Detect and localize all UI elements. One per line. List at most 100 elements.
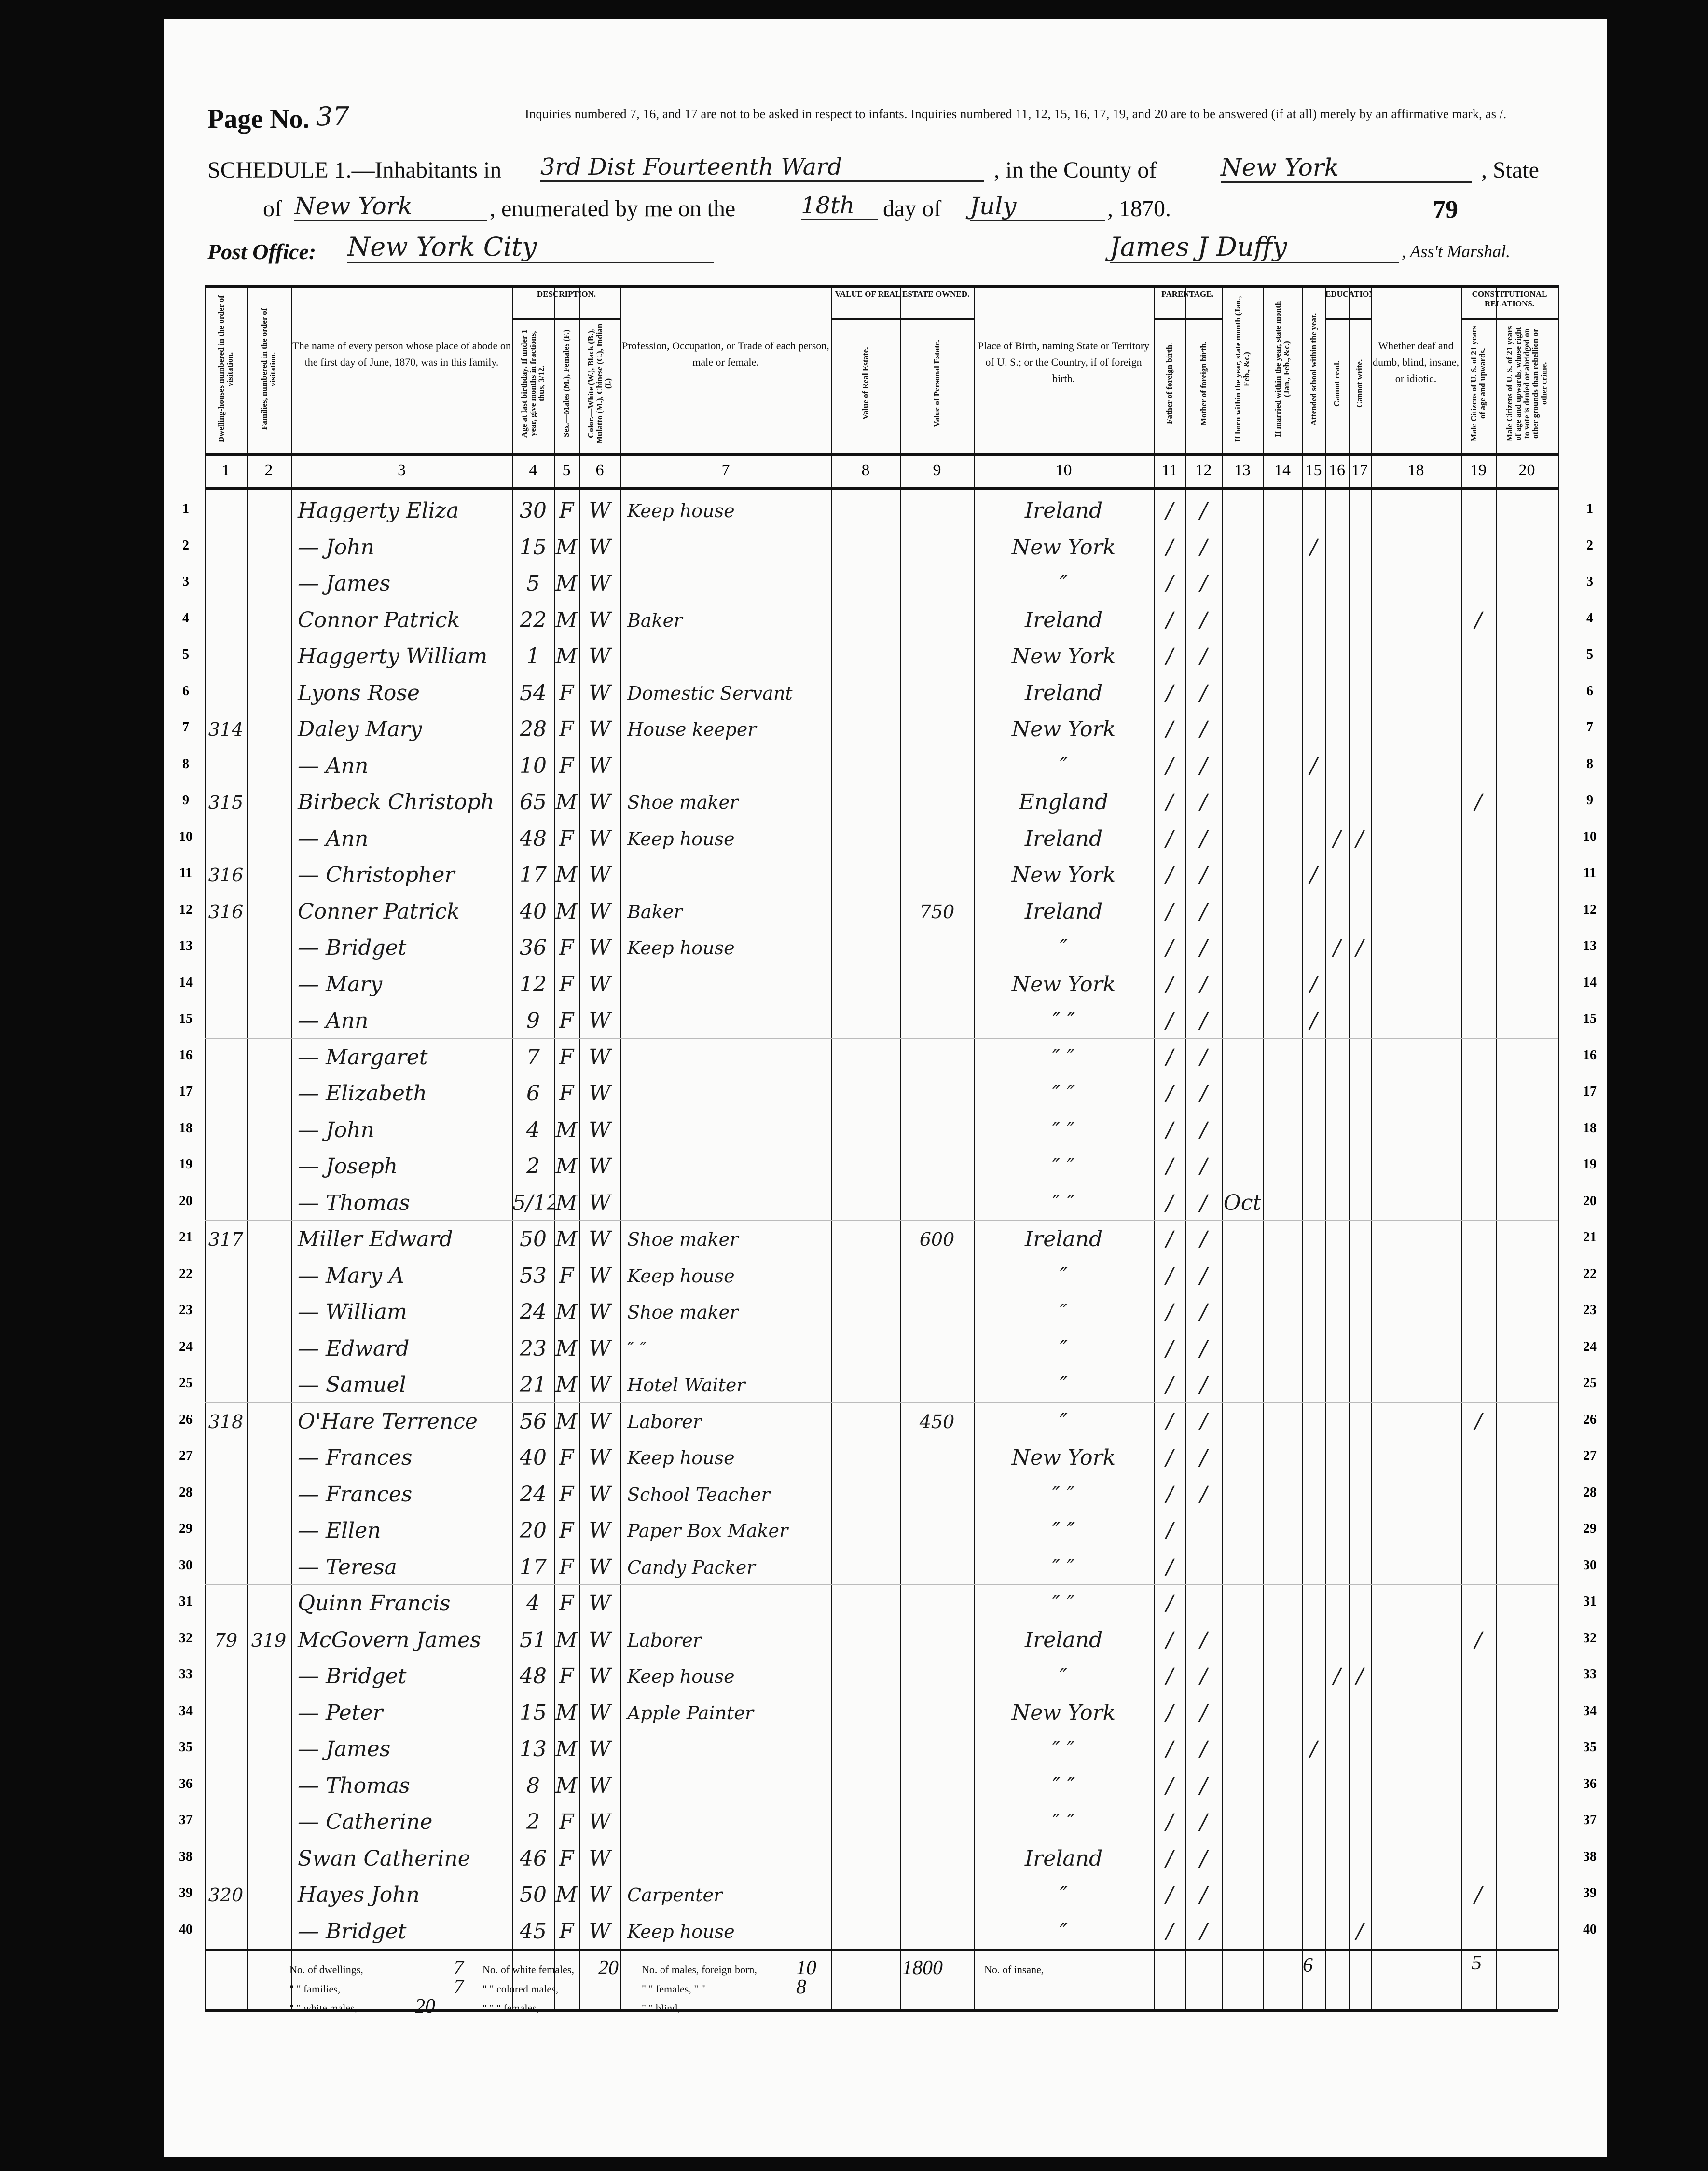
cell-occupation: Keep house [627,1447,735,1469]
cell-cannot-write [1349,856,1371,892]
cell-family [247,929,291,965]
cell-birthplace: ″ ″ [1052,1117,1075,1142]
footer-rule [205,1949,1558,1951]
cell-cannot-read [1325,1803,1349,1839]
cell-cannot-write [1349,1730,1371,1766]
column-number: 1 [221,461,230,479]
row-rule [205,1584,1558,1585]
cell-cannot-read [1325,1002,1349,1038]
cell-dwelling: 79 [214,1629,238,1651]
cell-color: W [589,498,611,523]
line-number: 35 [179,1740,193,1755]
cell-mother-foreign: / [1200,1919,1207,1944]
cell-cannot-read [1325,1330,1349,1366]
cell-attended-school [1302,1074,1325,1111]
cell-age: 2 [526,1154,540,1179]
cell-birthplace: ″ [1060,935,1068,960]
cell-vote-denied [1496,783,1558,819]
cell-real-estate [831,1584,900,1621]
cell-married-month [1263,1402,1302,1439]
cell-occupation [620,1803,831,1839]
cell-personal-estate [900,747,974,783]
cell-color: W [589,935,611,960]
cell-father-foreign: / [1166,1300,1173,1324]
column-rule [1461,285,1462,2009]
cell-disability [1371,1184,1461,1220]
cell-family [247,1366,291,1402]
cell-age: 54 [520,680,547,705]
column-number: 18 [1407,461,1424,479]
cell-born-month [1222,637,1263,673]
column-header: If born within the year, state month (Ja… [1223,294,1262,453]
column-header-text: Dwelling-houses numbered in the order of… [217,295,234,443]
cell-occupation: Keep house [627,500,735,522]
cell-birthplace: ″ [1060,1300,1068,1324]
cell-family [247,637,291,673]
cell-color: W [589,1591,611,1616]
column-number: 6 [595,461,604,479]
cell-married-month [1263,929,1302,965]
cell-married-month [1263,1074,1302,1111]
cell-color: W [589,644,611,669]
cell-birthplace: New York [1011,535,1116,560]
cell-born-month [1222,1657,1263,1693]
cell-born-month [1222,1220,1263,1256]
footer-blind-label: " " blind, [642,2002,680,2014]
cell-male-citizen [1461,965,1496,1002]
cell-cannot-write: / [1356,1919,1364,1944]
cell-attended-school [1302,1366,1325,1402]
cell-dwelling [205,1730,247,1766]
cell-name: — John [298,535,374,560]
cell-disability [1371,1621,1461,1657]
cell-male-citizen [1461,820,1496,856]
cell-personal-estate [900,1730,974,1766]
cell-married-month [1263,1147,1302,1183]
cell-real-estate [831,783,900,819]
column-rule [1371,285,1372,2009]
cell-disability [1371,1402,1461,1439]
cell-born-month [1222,965,1263,1002]
cell-male-citizen [1461,1293,1496,1329]
column-header-text: Attended school within the year. [1309,313,1318,426]
cell-real-estate [831,1730,900,1766]
cell-mother-foreign: / [1200,1737,1207,1761]
cell-birthplace: ″ ″ [1052,1591,1075,1616]
cell-mother-foreign: / [1200,1882,1207,1907]
footer-personal-total: 1800 [902,1957,943,1979]
cell-name: Haggerty William [298,644,488,669]
cell-mother-foreign: / [1200,571,1207,596]
cell-male-citizen [1461,1767,1496,1803]
cell-age: 5/12 [512,1190,554,1215]
line-number: 13 [179,938,193,953]
cell-age: 46 [520,1846,547,1871]
cell-family [247,528,291,564]
cell-sex: M [555,863,578,887]
cell-real-estate [831,1475,900,1511]
cell-male-citizen [1461,1657,1496,1693]
cell-born-month [1222,492,1263,528]
line-number: 17 [1583,1084,1597,1099]
cell-age: 13 [520,1737,547,1761]
cell-father-foreign: / [1166,1664,1173,1689]
footer-males-foreign-label: No. of males, foreign born, [642,1964,757,1976]
cell-disability [1371,1694,1461,1730]
header-rule [205,285,1558,288]
cell-sex: M [555,1300,578,1324]
cell-name: — Bridget [298,935,407,960]
cell-dwelling [205,747,247,783]
cell-birthplace: ″ ″ [1052,1810,1075,1834]
cell-occupation [620,747,831,783]
cell-occupation [620,1074,831,1111]
cell-color: W [589,826,611,851]
cell-vote-denied [1496,1767,1558,1803]
column-header: Age at last birthday. If under 1 year, g… [514,323,552,453]
cell-name: — Ellen [298,1518,381,1543]
line-number: 26 [179,1412,193,1427]
cell-father-foreign: / [1166,1737,1173,1761]
cell-male-citizen: / [1474,1627,1482,1652]
cell-name: — Frances [298,1482,413,1507]
cell-male-citizen [1461,564,1496,601]
cell-sex: F [559,1810,574,1834]
marshal-label: , Ass't Marshal. [1402,242,1511,261]
line-number: 38 [179,1849,193,1864]
